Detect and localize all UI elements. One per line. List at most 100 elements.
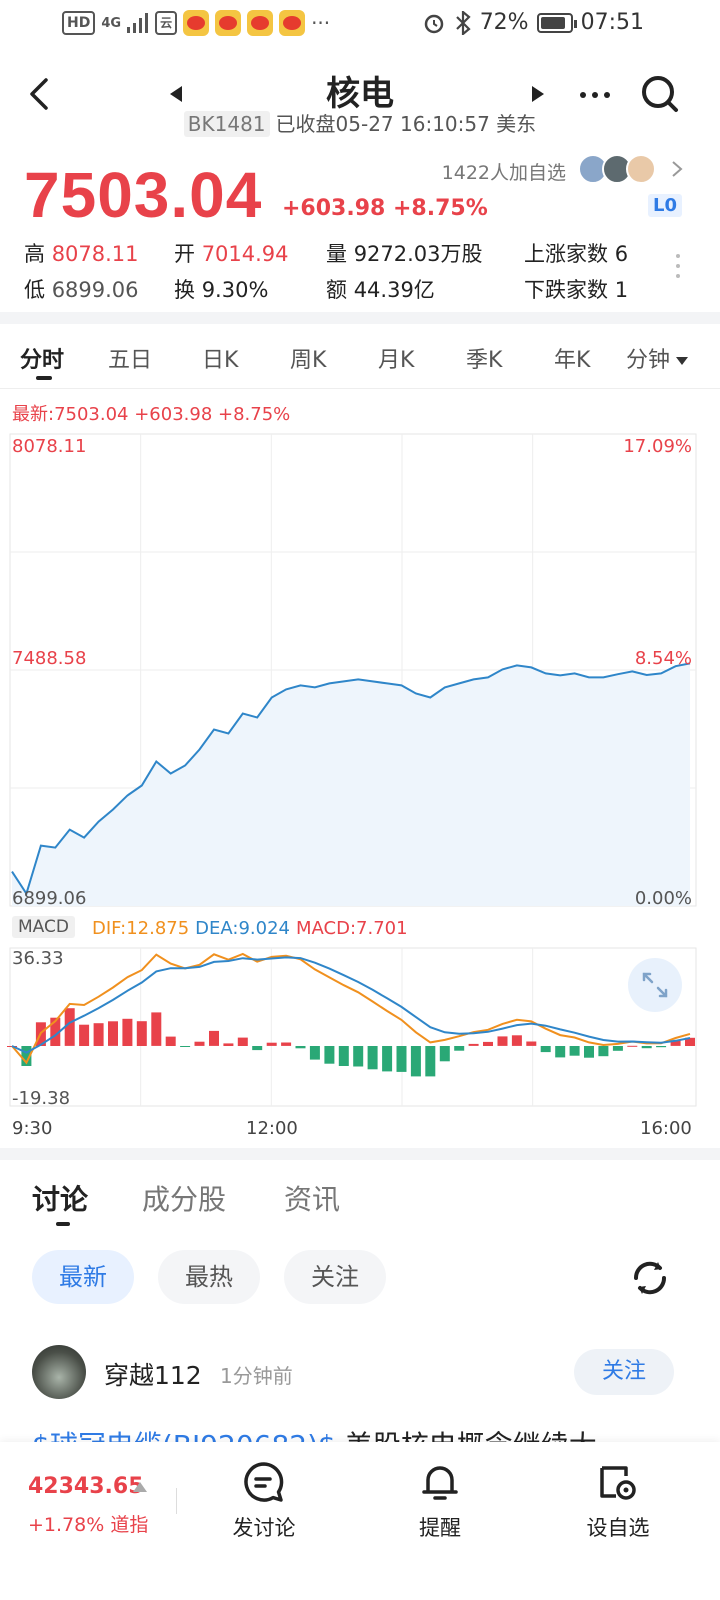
prev-stock-icon[interactable] [170,86,182,102]
stat-open: 开 7014.94 [174,242,289,266]
pct-axis-mid: 8.54% [634,648,692,669]
follower-avatars[interactable] [578,154,656,184]
post-text[interactable]: $球冠电缆(BJ920682)$ 美股核电概念继续大 [32,1424,597,1446]
tab-jik[interactable]: 季K [466,348,503,373]
filter-following[interactable]: 关注 [284,1250,386,1304]
intraday-chart[interactable] [0,430,720,1120]
pct-axis-bottom: 0.00% [634,888,692,909]
status-left-icons: HD 4G 云 ··· [62,10,330,36]
macd-bars [7,1008,695,1077]
back-icon[interactable] [24,76,54,112]
y-axis-mid: 7488.58 [12,648,87,669]
watchlist-settings-icon [600,1466,636,1500]
fullscreen-button[interactable] [628,958,682,1012]
filter-latest[interactable]: 最新 [32,1250,134,1304]
alarm-icon [424,14,443,33]
tab-wuri[interactable]: 五日 [108,348,153,373]
macd-bar [324,1046,335,1064]
tab-yuek[interactable]: 月K [378,348,415,373]
more-notifications-icon: ··· [311,11,331,35]
macd-bar [569,1046,580,1056]
stat-high: 高 8078.11 [24,242,139,266]
market-status: BK1481 已收盘05-27 16:10:57 美东 [0,108,720,137]
chart-tabs: 分时 五日 日K 周K 月K 季K 年K 分钟 [0,334,720,388]
macd-bar [353,1046,364,1067]
tab-components[interactable]: 成分股 [142,1183,227,1216]
macd-indicator-tag[interactable]: MACD [12,916,75,938]
dif-line [11,952,691,1065]
macd-bar [511,1035,522,1046]
macd-bar [295,1046,306,1049]
filter-hot[interactable]: 最热 [158,1250,260,1304]
macd-bar [425,1046,436,1077]
macd-bar [540,1046,551,1053]
bell-icon [422,1466,458,1500]
post-discussion-button[interactable]: 发讨论 [204,1460,324,1542]
divider [0,388,720,389]
chat-bubble-icon [244,1462,284,1502]
chevron-right-icon[interactable] [670,160,684,178]
price-area [12,663,690,906]
macd-values: DIF:12.875 DEA:9.024 MACD:7.701 [92,918,408,939]
tab-niank[interactable]: 年K [554,348,591,373]
macd-bar [79,1024,90,1046]
tab-zhouk[interactable]: 周K [290,348,327,373]
pct-axis-top: 17.09% [623,436,692,457]
macd-bar [497,1036,508,1046]
macd-bar [454,1046,465,1051]
expand-stats-icon[interactable] [676,254,680,278]
weibo-icon [247,10,274,36]
macd-bar [108,1021,118,1046]
macd-bar [93,1023,104,1046]
more-icon[interactable] [580,92,610,98]
bluetooth-icon [455,10,471,35]
header: 核电 BK1481 已收盘05-27 16:10:57 美东 [0,60,720,137]
tab-discussion[interactable]: 讨论 [32,1183,89,1216]
tab-fenzhong[interactable]: 分钟 [626,342,689,374]
add-watchlist-button[interactable]: 设自选 [558,1460,678,1542]
tab-news[interactable]: 资讯 [284,1183,341,1216]
time-start: 9:30 [12,1118,53,1139]
next-stock-icon[interactable] [532,86,544,102]
status-right-icons: 72% 07:51 [422,10,644,35]
followers-count[interactable]: 1422人加自选 [441,162,566,184]
macd-bar [627,1045,638,1047]
macd-bar [685,1037,695,1046]
tab-rik[interactable]: 日K [202,348,239,373]
stock-link[interactable]: $球冠电缆(BJ920682)$ [32,1429,336,1446]
follow-button[interactable]: 关注 [574,1349,674,1395]
signal-bars-icon [127,13,149,33]
macd-bar [21,1046,32,1066]
post-time: 1分钟前 [220,1364,293,1388]
macd-axis-bottom: -19.38 [12,1088,71,1109]
index-value[interactable]: 42343.65 [28,1474,144,1499]
dea-value: DEA:9.024 [195,918,290,939]
battery-percent: 72% [479,10,529,35]
reminder-button[interactable]: 提醒 [380,1460,500,1542]
weibo-icon [279,10,306,36]
refresh-icon[interactable] [628,1256,672,1300]
weibo-icon [215,10,242,36]
avatar[interactable] [32,1345,86,1399]
active-tab-indicator [36,376,52,380]
macd-bar [50,1017,61,1046]
post-username[interactable]: 穿越112 [104,1361,202,1390]
expand-icon [642,972,668,998]
time-mid: 12:00 [246,1118,298,1139]
status-bar: HD 4G 云 ··· 72% 07:51 [0,0,720,48]
macd-bar [151,1012,162,1046]
macd-bar [367,1046,378,1070]
index-change[interactable]: +1.78% 道指 [28,1514,149,1536]
cloud-music-icon: 云 [155,11,178,35]
level-badge[interactable]: L0 [648,194,682,217]
tab-fenshi[interactable]: 分时 [20,348,65,373]
y-axis-bottom: 6899.06 [12,888,87,909]
macd-panel-frame [9,947,697,1107]
macd-bar [526,1041,537,1046]
macd-bar [555,1046,566,1058]
macd-bar [338,1046,349,1066]
section-divider [0,312,720,324]
macd-bar [180,1046,191,1047]
search-icon[interactable] [640,74,680,114]
macd-bar [483,1041,493,1046]
